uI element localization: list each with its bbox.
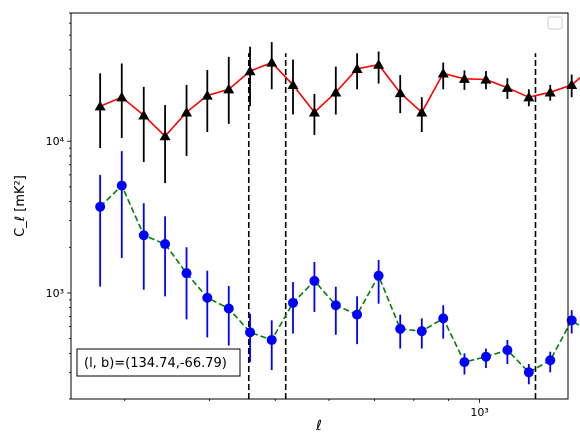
series-1-point-0: [95, 201, 106, 212]
series-0-point-4: [181, 106, 193, 117]
y-axis-label: C_ℓ [mK²]: [13, 175, 28, 237]
annotation-frame: [76, 348, 241, 377]
series-0-point-20: [523, 91, 535, 102]
annotation: (l, b)=(134.74,-66.79): [76, 348, 241, 377]
series-0-point-22: [566, 79, 578, 90]
series-0-point-1: [116, 91, 128, 102]
x-axis-label: ℓ: [315, 418, 322, 434]
series-1-point-11: [330, 300, 341, 311]
legend-frame: [547, 16, 563, 30]
series-1-point-20: [523, 367, 534, 378]
series-1-point-22: [566, 315, 577, 326]
series-0-point-11: [330, 86, 342, 97]
series-1-point-9: [288, 297, 299, 308]
axes-frame: [70, 12, 569, 400]
series-1-point-8: [266, 334, 277, 345]
series-0-point-15: [416, 106, 428, 117]
series-1-point-1: [116, 180, 127, 191]
x-tick-label-0: 10³: [470, 406, 488, 419]
series-0-point-5: [201, 90, 213, 100]
y-tick-label-1: 10⁴: [46, 135, 65, 148]
series-1-point-13: [373, 270, 384, 281]
series-0-point-12: [351, 63, 363, 73]
series-1-point-15: [416, 326, 427, 337]
annotation-text: (l, b)=(134.74,-66.79): [84, 356, 227, 371]
series-1-point-3: [160, 239, 171, 250]
plot-area: [94, 42, 580, 399]
series-0-point-19: [501, 82, 513, 92]
series-1-point-4: [181, 268, 192, 279]
series-0-point-13: [373, 59, 385, 69]
series-1-point-12: [352, 309, 363, 320]
series-1-point-21: [545, 355, 556, 366]
series-1-point-6: [223, 303, 234, 314]
series-0-point-17: [458, 73, 470, 83]
series-0-point-14: [394, 87, 406, 98]
series-0-point-10: [308, 106, 320, 117]
series-1-point-7: [245, 327, 256, 338]
series-1-point-19: [502, 345, 513, 356]
series-0-point-16: [437, 67, 449, 78]
series-0-point-6: [223, 83, 235, 94]
legend: [547, 16, 563, 30]
series-0-point-2: [138, 109, 150, 120]
series-1-point-10: [309, 275, 320, 286]
series-0-point-18: [480, 74, 492, 84]
series-1-point-18: [480, 351, 491, 362]
series-0-point-8: [266, 57, 278, 67]
series-1-point-5: [202, 292, 213, 303]
y-tick-label-0: 10³: [46, 287, 64, 300]
series-1-point-2: [138, 230, 149, 241]
series-0-point-0: [94, 100, 106, 111]
series-0-point-21: [544, 86, 556, 97]
series-1-point-17: [459, 357, 470, 368]
series-1-point-16: [438, 313, 449, 324]
series-0-point-7: [244, 65, 256, 76]
axes: 10³ 10⁴ 10³: [46, 12, 489, 419]
series-1-point-14: [395, 323, 406, 334]
series-0-point-3: [159, 130, 171, 141]
series-0-point-9: [287, 79, 299, 90]
